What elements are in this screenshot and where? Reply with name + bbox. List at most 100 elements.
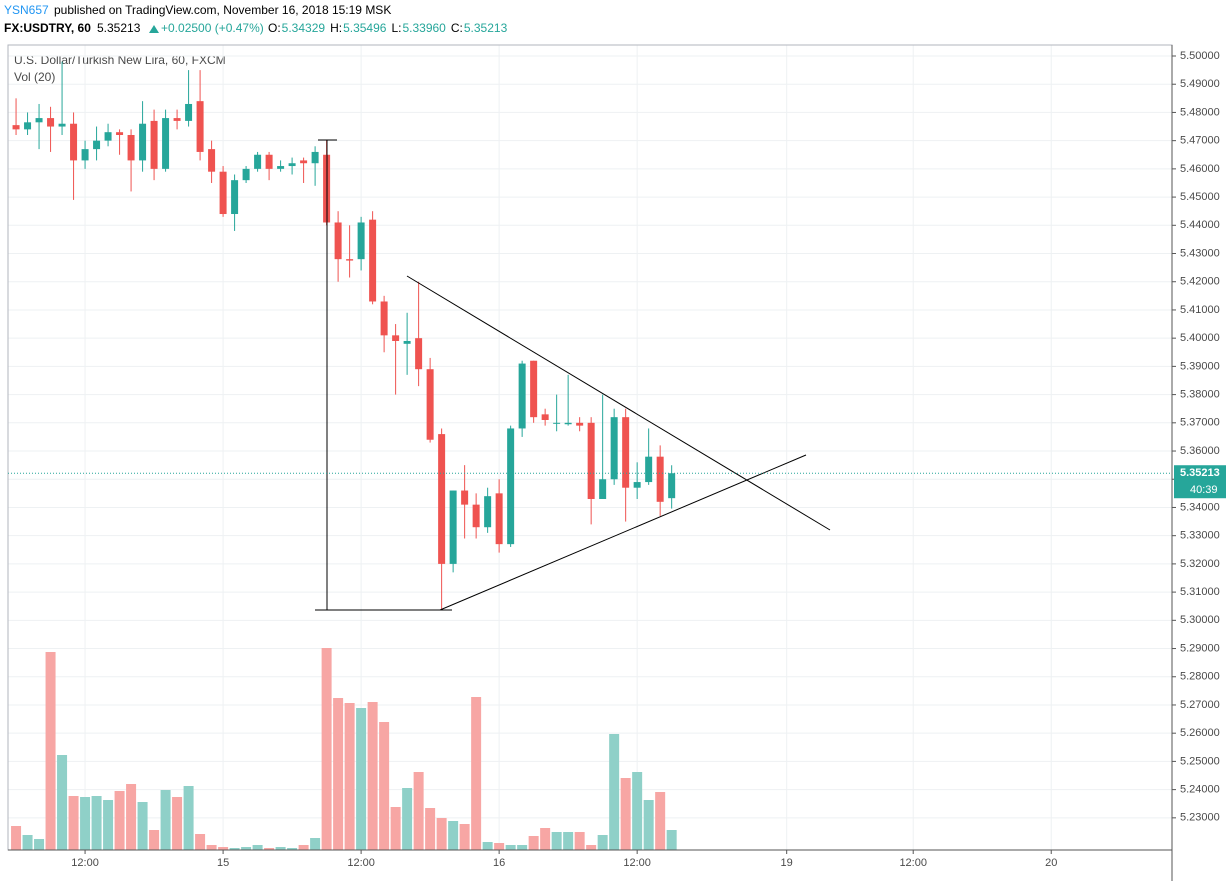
candle-body (254, 154, 262, 169)
volume-bar (310, 838, 321, 850)
candle-body (208, 149, 216, 172)
volume-bar (114, 791, 125, 850)
candle-body (622, 417, 630, 488)
candle-body (472, 504, 480, 528)
x-tick-label: 16 (493, 857, 505, 869)
countdown: 40:39 (1190, 484, 1218, 496)
x-tick-label: 20 (1045, 857, 1057, 869)
candle-body (311, 151, 319, 164)
volume-bar (448, 821, 459, 850)
y-tick-label: 5.33000 (1180, 530, 1220, 542)
ohlc-value: 5.35496 (343, 21, 387, 35)
last-price-label: 5.35213 (1180, 467, 1220, 479)
volume-bar (80, 797, 91, 850)
candle-body (127, 135, 135, 161)
candle-body (645, 456, 653, 483)
volume-bar (528, 836, 539, 850)
ohlc-value: 5.34329 (282, 21, 326, 35)
volume-bar (655, 792, 666, 850)
y-tick-label: 5.30000 (1180, 614, 1220, 626)
volume-bar (183, 786, 194, 850)
volume-bar (126, 784, 137, 850)
volume-bar (252, 845, 263, 850)
candle-body (300, 160, 308, 164)
volume-bar (241, 847, 252, 850)
candle-body (392, 335, 400, 341)
candle-body (564, 422, 572, 425)
volume-bar (137, 802, 148, 850)
candle-body (12, 125, 20, 130)
candle-body (587, 422, 595, 499)
x-tick-label: 15 (217, 857, 229, 869)
volume-bar (471, 697, 482, 850)
candle-body (173, 118, 181, 121)
volume-bar (172, 797, 183, 850)
published: published on TradingView.com, November 1… (54, 3, 391, 17)
volume-bar (229, 848, 240, 850)
volume-bar (620, 778, 631, 850)
volume-bar (551, 832, 562, 850)
y-tick-label: 5.37000 (1180, 417, 1220, 429)
volume-bar (333, 698, 344, 850)
axes: 5.23000 5.24000 5.25000 5.26000 5.27000 5.280… (8, 50, 1226, 869)
y-tick-label: 5.44000 (1180, 219, 1220, 231)
candle-body (70, 123, 78, 161)
candle-body (47, 118, 55, 127)
volume-bar (287, 848, 298, 850)
volume-bar (275, 847, 286, 850)
candle-body (58, 123, 66, 127)
candle-body (610, 417, 618, 480)
volume-bar (379, 722, 390, 850)
candles (12, 61, 676, 610)
ohlc-label: H: (330, 21, 342, 35)
candle-body (530, 360, 538, 418)
volume-bar (425, 808, 436, 850)
volume-bar (218, 847, 229, 850)
volume-bar (264, 848, 275, 850)
candle-body (403, 340, 411, 344)
change: +0.02500 (+0.47%) (161, 21, 264, 35)
author[interactable]: YSN657 (4, 3, 49, 17)
candle-body (162, 118, 170, 169)
volume-bar (34, 839, 45, 850)
y-tick-label: 5.41000 (1180, 304, 1220, 316)
candle-body (668, 473, 676, 499)
y-tick-label: 5.29000 (1180, 642, 1220, 654)
candle-body (35, 118, 43, 123)
volume-bar (436, 818, 447, 850)
candle-body (599, 479, 607, 499)
candle-body (219, 171, 227, 215)
volume-bar (517, 845, 528, 850)
candle-body (507, 428, 515, 545)
candle-body (116, 132, 124, 136)
volume-bar (597, 835, 608, 850)
candle-body (656, 456, 664, 502)
candle-body (369, 219, 377, 302)
candle-body (185, 103, 193, 121)
y-tick-label: 5.38000 (1180, 389, 1220, 401)
candle-body (449, 490, 457, 564)
trend-line (406, 275, 831, 531)
y-tick-label: 5.40000 (1180, 332, 1220, 344)
ohlc-label: O: (268, 21, 281, 35)
y-tick-label: 5.34000 (1180, 501, 1220, 513)
volume-bar (11, 826, 22, 850)
volume-bar (45, 652, 56, 850)
volume-bar (356, 708, 367, 850)
y-tick-label: 5.46000 (1180, 163, 1220, 175)
candle-body (150, 120, 158, 169)
volume-bar (459, 824, 470, 850)
volume-bars (11, 648, 677, 850)
header: YSN657 published on TradingView.com, Nov… (4, 3, 508, 35)
x-tick-label: 19 (781, 857, 793, 869)
volume-bar (344, 703, 355, 850)
x-tick-label: 12:00 (71, 857, 99, 869)
ohlc-label: C: (451, 21, 463, 35)
candle-body (426, 369, 434, 440)
volume-bar (103, 800, 114, 850)
candle-body (104, 132, 112, 141)
candle-body (231, 180, 239, 215)
candle-body (357, 222, 365, 260)
ohlc-label: L: (391, 21, 401, 35)
